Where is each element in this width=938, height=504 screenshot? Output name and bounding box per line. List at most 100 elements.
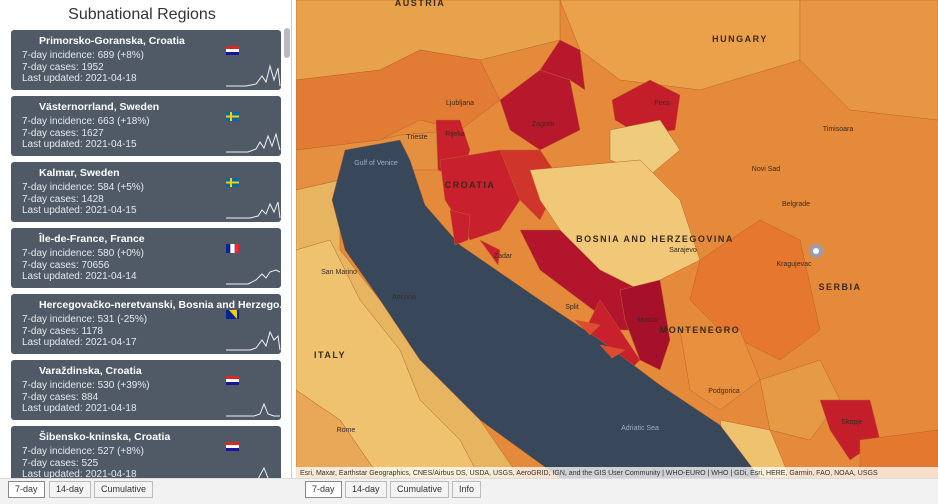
location-marker-core <box>813 248 819 254</box>
place-label: Gulf of Venice <box>354 160 398 167</box>
card-line: Last updated: 2021-04-18 <box>22 469 137 478</box>
card[interactable]: Hercegovačko-neretvanski, Bosnia and Her… <box>11 294 288 354</box>
flag-part <box>226 244 231 253</box>
tab[interactable]: Cumulative <box>94 481 154 498</box>
place-label: Sarajevo <box>669 247 697 254</box>
flag-part <box>234 244 239 253</box>
sparkline <box>226 402 280 417</box>
card[interactable]: Kalmar, Sweden 7-day incidence: 584 (+5%)… <box>11 162 281 222</box>
place-label: Belgrade <box>782 201 810 208</box>
card-line: 7-day incidence: 663 (+18%) <box>22 116 150 127</box>
card-line: 7-day incidence: 531 (-25%) <box>22 314 148 325</box>
place-label: Kragujevac <box>776 261 812 268</box>
flag <box>226 178 239 187</box>
flag-part <box>226 382 239 385</box>
flag <box>226 442 239 451</box>
place-label: San Marino <box>321 269 357 276</box>
region-name: Hercegovačko-neretvanski, Bosnia and Her… <box>39 299 289 311</box>
attribution: Esri, Maxar, Earthstar Geographics, CNES… <box>300 470 878 477</box>
place-label: Skopje <box>841 419 863 426</box>
flag <box>226 376 239 385</box>
place-label: Podgorica <box>708 388 740 395</box>
country-label: HUNGARY <box>712 34 768 44</box>
attribution-bg <box>296 467 938 478</box>
sparkline <box>226 330 281 351</box>
flag-part <box>229 310 237 319</box>
card-line: 7-day incidence: 580 (+0%) <box>22 248 145 259</box>
card[interactable]: Primorsko-Goranska, Croatia 7-day inciden… <box>11 30 281 90</box>
region-name: Kalmar, Sweden <box>39 167 120 179</box>
place-label: Rome <box>337 427 356 434</box>
flag-part <box>226 445 239 448</box>
card-line: 7-day incidence: 689 (+8%) <box>22 50 145 61</box>
country-label: CROATIA <box>445 180 496 190</box>
card[interactable]: Šibensko-kninska, Croatia 7-day incidence… <box>11 426 281 478</box>
sparkline <box>226 201 281 219</box>
region-name: Västernorrland, Sweden <box>39 101 160 113</box>
flag-part <box>226 115 239 118</box>
map[interactable]: AUSTRIA HUNGARY CROATIA BOSNIA AND HERZEGOV… <box>296 0 938 478</box>
card[interactable]: Varaždinska, Croatia 7-day incidence: 530… <box>11 360 281 420</box>
region <box>539 39 586 91</box>
region-name: Varaždinska, Croatia <box>39 365 142 377</box>
card-line: 7-day incidence: 530 (+39%) <box>22 380 150 391</box>
place-label: Ancona <box>392 294 416 301</box>
place-label: Rijeka <box>445 131 465 138</box>
card-line: Last updated: 2021-04-17 <box>22 337 137 348</box>
tab[interactable]: 14-day <box>49 481 91 498</box>
flag <box>226 244 239 253</box>
region-name: Île-de-France, France <box>39 233 145 245</box>
card-line: 7-day cases: 1952 <box>22 61 104 73</box>
tab[interactable]: 7-day <box>305 481 342 498</box>
region-name: Šibensko-kninska, Croatia <box>39 431 171 443</box>
country-label: AUSTRIA <box>395 0 446 8</box>
card-line: Last updated: 2021-04-14 <box>22 271 137 282</box>
sparkline-path <box>226 201 281 219</box>
region <box>799 0 938 121</box>
island <box>599 344 626 359</box>
region-name: Primorsko-Goranska, Croatia <box>39 35 185 47</box>
card[interactable]: Île-de-France, France 7-day incidence: 58… <box>11 228 281 288</box>
tab[interactable]: 7-day <box>8 481 45 498</box>
card-line: 7-day cases: 1178 <box>22 325 103 337</box>
card-line: 7-day cases: 1627 <box>22 127 104 139</box>
sparkline <box>226 132 281 153</box>
flag-part <box>226 49 239 52</box>
card-line: Last updated: 2021-04-18 <box>22 73 137 84</box>
flag-part <box>230 244 235 253</box>
place-label: Trieste <box>406 134 427 141</box>
tab[interactable]: Cumulative <box>390 481 450 498</box>
flag <box>226 310 239 319</box>
card[interactable]: Västernorrland, Sweden 7-day incidence: 6… <box>11 96 281 156</box>
card-line: 7-day cases: 1428 <box>22 193 104 205</box>
sparkline-path <box>226 132 281 153</box>
sparkline-path <box>226 330 281 351</box>
region <box>859 429 938 478</box>
flag-part <box>226 442 239 445</box>
scrollbar[interactable] <box>284 28 290 58</box>
flag-part <box>226 310 239 319</box>
tab[interactable]: 14-day <box>345 481 387 498</box>
card-line: 7-day cases: 884 <box>22 391 99 403</box>
region <box>679 329 761 411</box>
region <box>689 219 821 361</box>
flag-part <box>226 448 239 451</box>
place-label: Zagreb <box>532 121 554 128</box>
sparkline <box>257 466 269 478</box>
tab[interactable]: Info <box>452 481 482 498</box>
place-label: Timisoara <box>823 126 854 133</box>
card-line: Last updated: 2021-04-15 <box>22 205 137 216</box>
card-line: 7-day incidence: 527 (+8%) <box>22 446 145 457</box>
country-label: MONTENEGRO <box>660 325 741 335</box>
place-label: Pecs <box>654 100 670 107</box>
flag-part <box>226 181 239 184</box>
card-line: Last updated: 2021-04-15 <box>22 139 137 150</box>
place-label: Adriatic Sea <box>621 425 659 432</box>
place-label: Split <box>565 304 579 311</box>
country-label: BOSNIA AND HERZEGOVINA <box>576 234 734 244</box>
card-line: 7-day cases: 70656 <box>22 259 110 271</box>
sparkline <box>226 64 281 87</box>
region <box>619 279 671 371</box>
country-label: ITALY <box>314 350 346 360</box>
